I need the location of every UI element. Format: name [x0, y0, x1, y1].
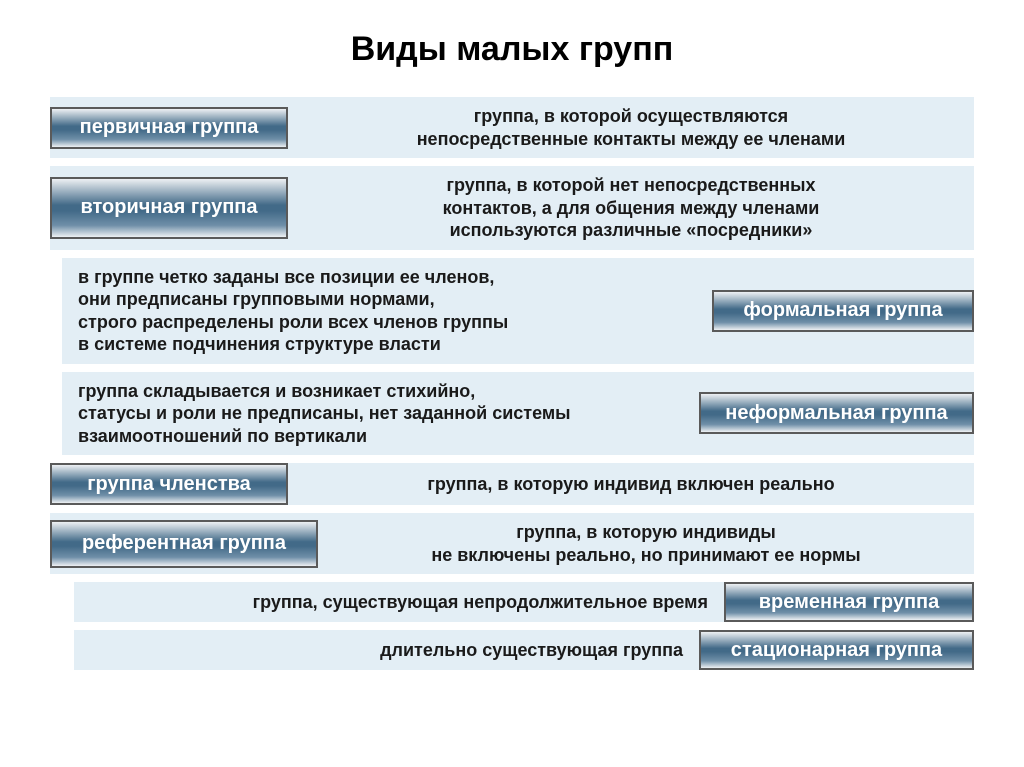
- group-type-badge: группа членства: [50, 463, 288, 505]
- group-description: длительно существующая группа: [74, 630, 699, 670]
- group-description: группа, в которой нет непосредственных к…: [288, 166, 974, 250]
- group-type-badge: стационарная группа: [699, 630, 974, 670]
- group-type-badge: формальная группа: [712, 290, 974, 332]
- row: в группе четко заданы все позиции ее чле…: [62, 258, 974, 364]
- group-description: группа, в которую индивиды не включены р…: [318, 513, 974, 574]
- row: референтная группагруппа, в которую инди…: [50, 513, 974, 574]
- row: вторичная группагруппа, в которой нет не…: [50, 166, 974, 250]
- group-description: группа, в которой осуществляются непосре…: [288, 97, 974, 158]
- row: группа, существующая непродолжительное в…: [74, 582, 974, 622]
- group-type-badge: временная группа: [724, 582, 974, 622]
- row: длительно существующая группастационарна…: [74, 630, 974, 670]
- group-description: группа, существующая непродолжительное в…: [74, 582, 724, 622]
- row: группа складывается и возникает стихийно…: [62, 372, 974, 456]
- group-type-badge: референтная группа: [50, 520, 318, 568]
- group-type-badge: вторичная группа: [50, 177, 288, 239]
- page-title: Виды малых групп: [50, 30, 974, 69]
- group-description: в группе четко заданы все позиции ее чле…: [62, 258, 712, 364]
- row: первичная группагруппа, в которой осущес…: [50, 97, 974, 158]
- group-description: группа, в которую индивид включен реальн…: [288, 463, 974, 505]
- group-type-badge: неформальная группа: [699, 392, 974, 434]
- rows-container: первичная группагруппа, в которой осущес…: [50, 97, 974, 670]
- group-type-badge: первичная группа: [50, 107, 288, 149]
- row: группа членствагруппа, в которую индивид…: [50, 463, 974, 505]
- group-description: группа складывается и возникает стихийно…: [62, 372, 699, 456]
